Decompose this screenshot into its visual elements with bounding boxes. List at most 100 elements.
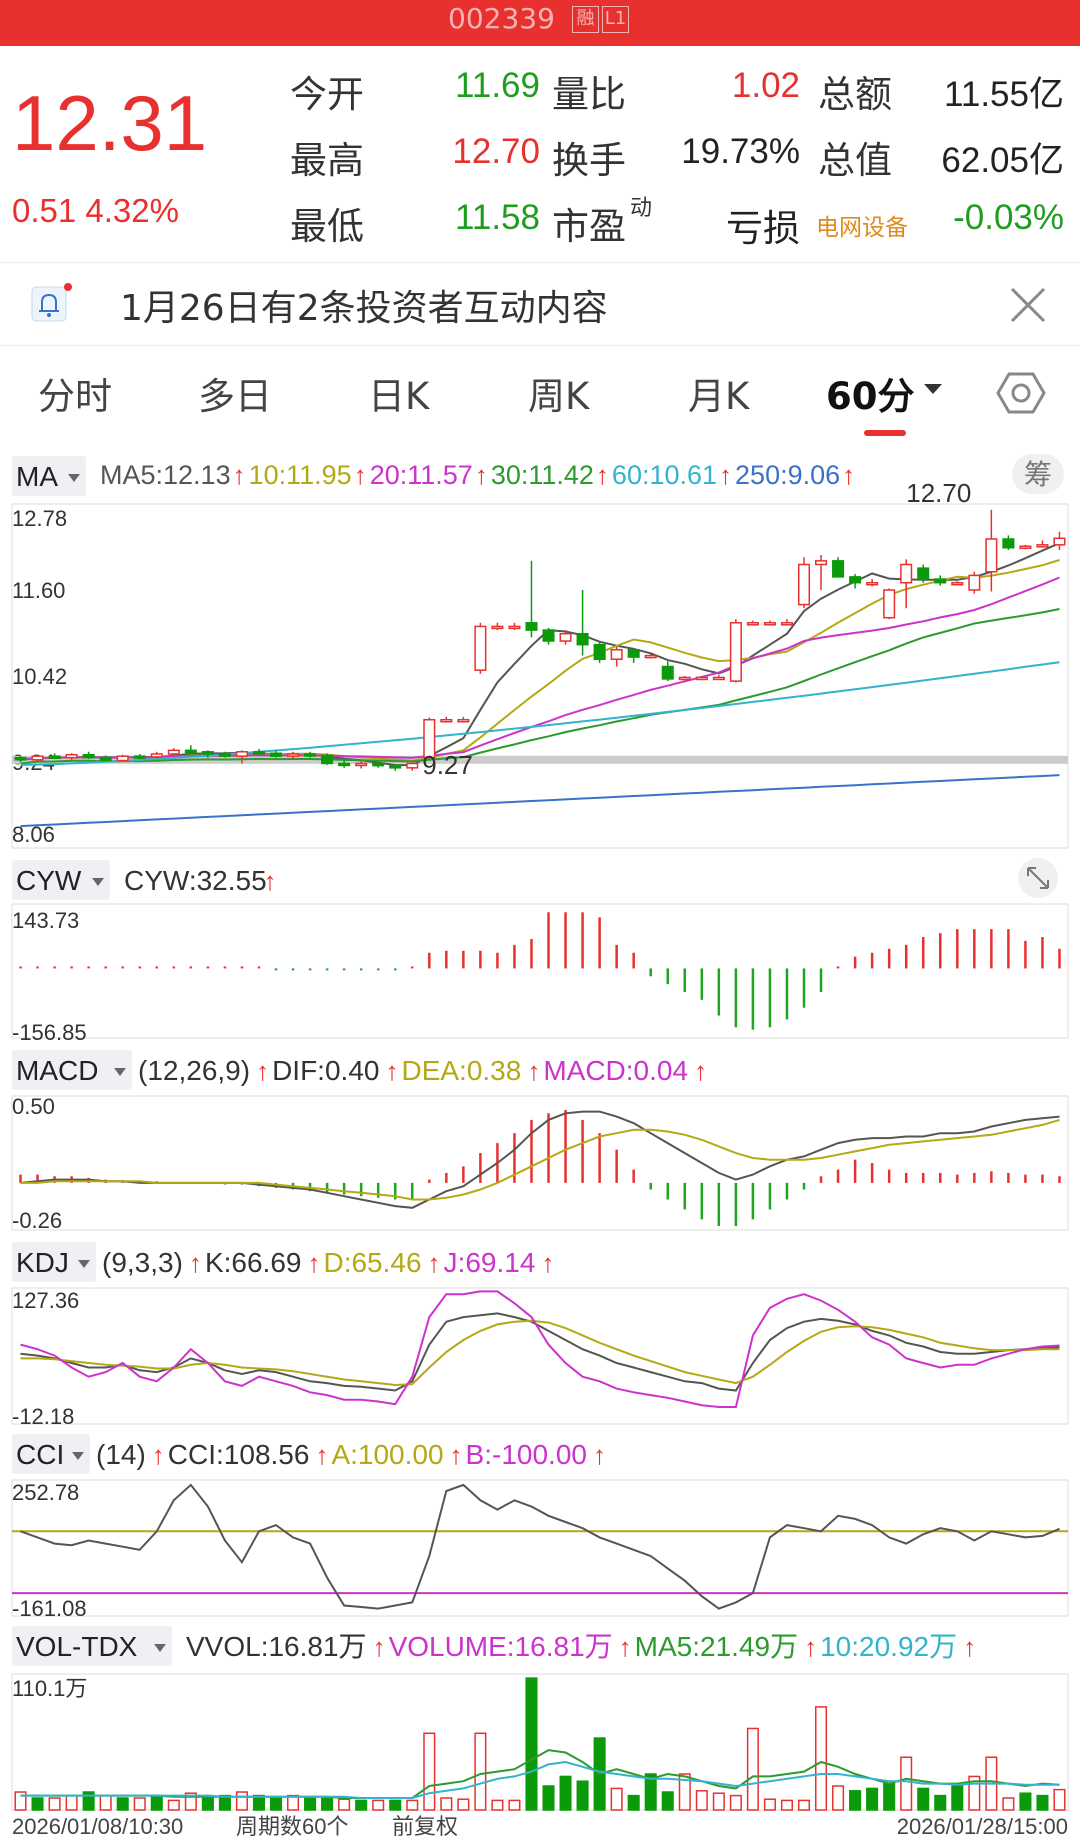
y-tick-label: -156.85 (12, 1020, 87, 1045)
candle (184, 745, 197, 754)
price-annotation: 12.70 (906, 478, 971, 508)
quote-value: 11.69 (455, 66, 540, 105)
ma20-line (20, 576, 1060, 761)
volume-bar (866, 1787, 879, 1811)
cyw-selector-bg (12, 860, 110, 900)
tab-weekly-k[interactable]: 周K (528, 375, 590, 418)
ma-legend: 60:10.61 (612, 460, 717, 490)
volume-bar (457, 1798, 470, 1811)
chips-button-bg (1012, 454, 1064, 494)
cci-selector: CCI (16, 1439, 64, 1470)
kdj-selector: KDJ (16, 1247, 69, 1278)
up-arrow-icon: ↑ (233, 460, 246, 490)
candle-body (457, 718, 470, 723)
close-icon[interactable] (1008, 285, 1048, 325)
volume-bar (627, 1794, 640, 1811)
cyw-selector: CYW (16, 865, 82, 896)
volume-bar (184, 1792, 197, 1811)
candle-body (934, 578, 947, 584)
chevron-down-icon (78, 1260, 90, 1268)
candle-body (610, 649, 623, 660)
candle-body (491, 625, 504, 630)
vol-ma10-line (20, 1760, 1060, 1799)
cci-legend: CCI:108.56 (168, 1439, 310, 1470)
candle (866, 579, 879, 587)
y-tick-label: 143.73 (12, 908, 79, 933)
volume-bar (678, 1773, 691, 1811)
volume-bar (542, 1785, 555, 1811)
up-arrow-icon: ↑ (804, 1632, 817, 1662)
volume-bar (832, 1785, 845, 1811)
chevron-down-icon[interactable] (922, 382, 944, 396)
candle-body (797, 563, 811, 606)
price-annotation: 9.27 (422, 750, 473, 780)
volume-bar (423, 1732, 436, 1811)
cci-legend: B:-100.00 (466, 1439, 587, 1470)
settings-icon[interactable] (996, 368, 1046, 418)
tab-daily-k[interactable]: 日K (368, 375, 430, 418)
quote-label: 最高 (290, 139, 364, 182)
kline-chart[interactable]: MA MA5:12.13 ↑ 10:11.95 ↑ 20:11.57 ↑ 30:11.42 ↑ 6… (0, 446, 1080, 1839)
vol-legend: MA5:21.49万 (635, 1631, 798, 1662)
candle-body (252, 751, 265, 755)
price-change: 0.51 4.32% (12, 192, 179, 229)
candle (235, 750, 248, 764)
candle-body (304, 753, 317, 757)
up-arrow-icon: ↑ (541, 1248, 554, 1278)
macd-legend: DEA:0.38 (401, 1055, 521, 1086)
candle (661, 661, 674, 682)
quote-label: 总值 (818, 139, 892, 182)
expand-icon (1027, 867, 1049, 889)
margin-tag: 融 (572, 6, 599, 33)
candle-body (695, 676, 708, 681)
candle-body (644, 654, 657, 659)
candle (1036, 540, 1049, 548)
candle-body (82, 753, 95, 759)
candle (883, 588, 896, 620)
tab-intraday[interactable]: 分时 (38, 375, 112, 418)
tab-multi-day[interactable]: 多日 (198, 375, 272, 418)
active-tab-indicator (864, 430, 906, 436)
ma-selector: MA (16, 461, 58, 492)
ma30-line (20, 608, 1060, 765)
candle-body (14, 756, 27, 761)
cyw-panel-frame (11, 903, 1069, 1039)
up-arrow-icon: ↑ (842, 460, 855, 490)
y-tick-label: -161.08 (12, 1596, 87, 1621)
volume-bar (815, 1706, 828, 1811)
candle-body (116, 755, 129, 762)
candle-body (763, 622, 776, 626)
candle-body (406, 762, 419, 769)
volume-bar (167, 1799, 180, 1811)
volume-bar (849, 1790, 862, 1811)
volume-bar (474, 1732, 487, 1811)
up-arrow-icon: ↑ (963, 1632, 976, 1662)
y-tick-label: -0.26 (12, 1208, 62, 1233)
quote-value: 11.55亿 (944, 75, 1064, 114)
up-arrow-icon: ↑ (373, 1632, 386, 1662)
candle (338, 760, 351, 768)
notice-bar[interactable]: 1月26日有2条投资者互动内容 (0, 262, 1080, 346)
candle (508, 622, 521, 631)
up-arrow-icon: ↑ (719, 460, 732, 490)
macd-selector-bg (12, 1050, 132, 1090)
candle (355, 761, 368, 769)
volume-bar (31, 1797, 44, 1811)
volume-bar (695, 1790, 708, 1811)
candle-body (150, 753, 163, 758)
candle (729, 619, 742, 683)
candle (218, 751, 231, 758)
volume-bar (14, 1791, 27, 1811)
macd-dea-line (20, 1118, 1060, 1201)
volume-bar (610, 1787, 623, 1811)
vol-legend: VOLUME:16.81万 (389, 1631, 613, 1662)
candle-body (269, 752, 283, 757)
stock-code: 002339 (448, 2, 555, 35)
tab-60min[interactable]: 60分 (826, 375, 915, 418)
candle-body (389, 764, 402, 769)
candle (559, 630, 572, 645)
candle-body (627, 649, 640, 658)
notice-text: 1月26日有2条投资者互动内容 (120, 288, 608, 329)
candle (321, 753, 334, 765)
tab-monthly-k[interactable]: 月K (688, 375, 750, 418)
